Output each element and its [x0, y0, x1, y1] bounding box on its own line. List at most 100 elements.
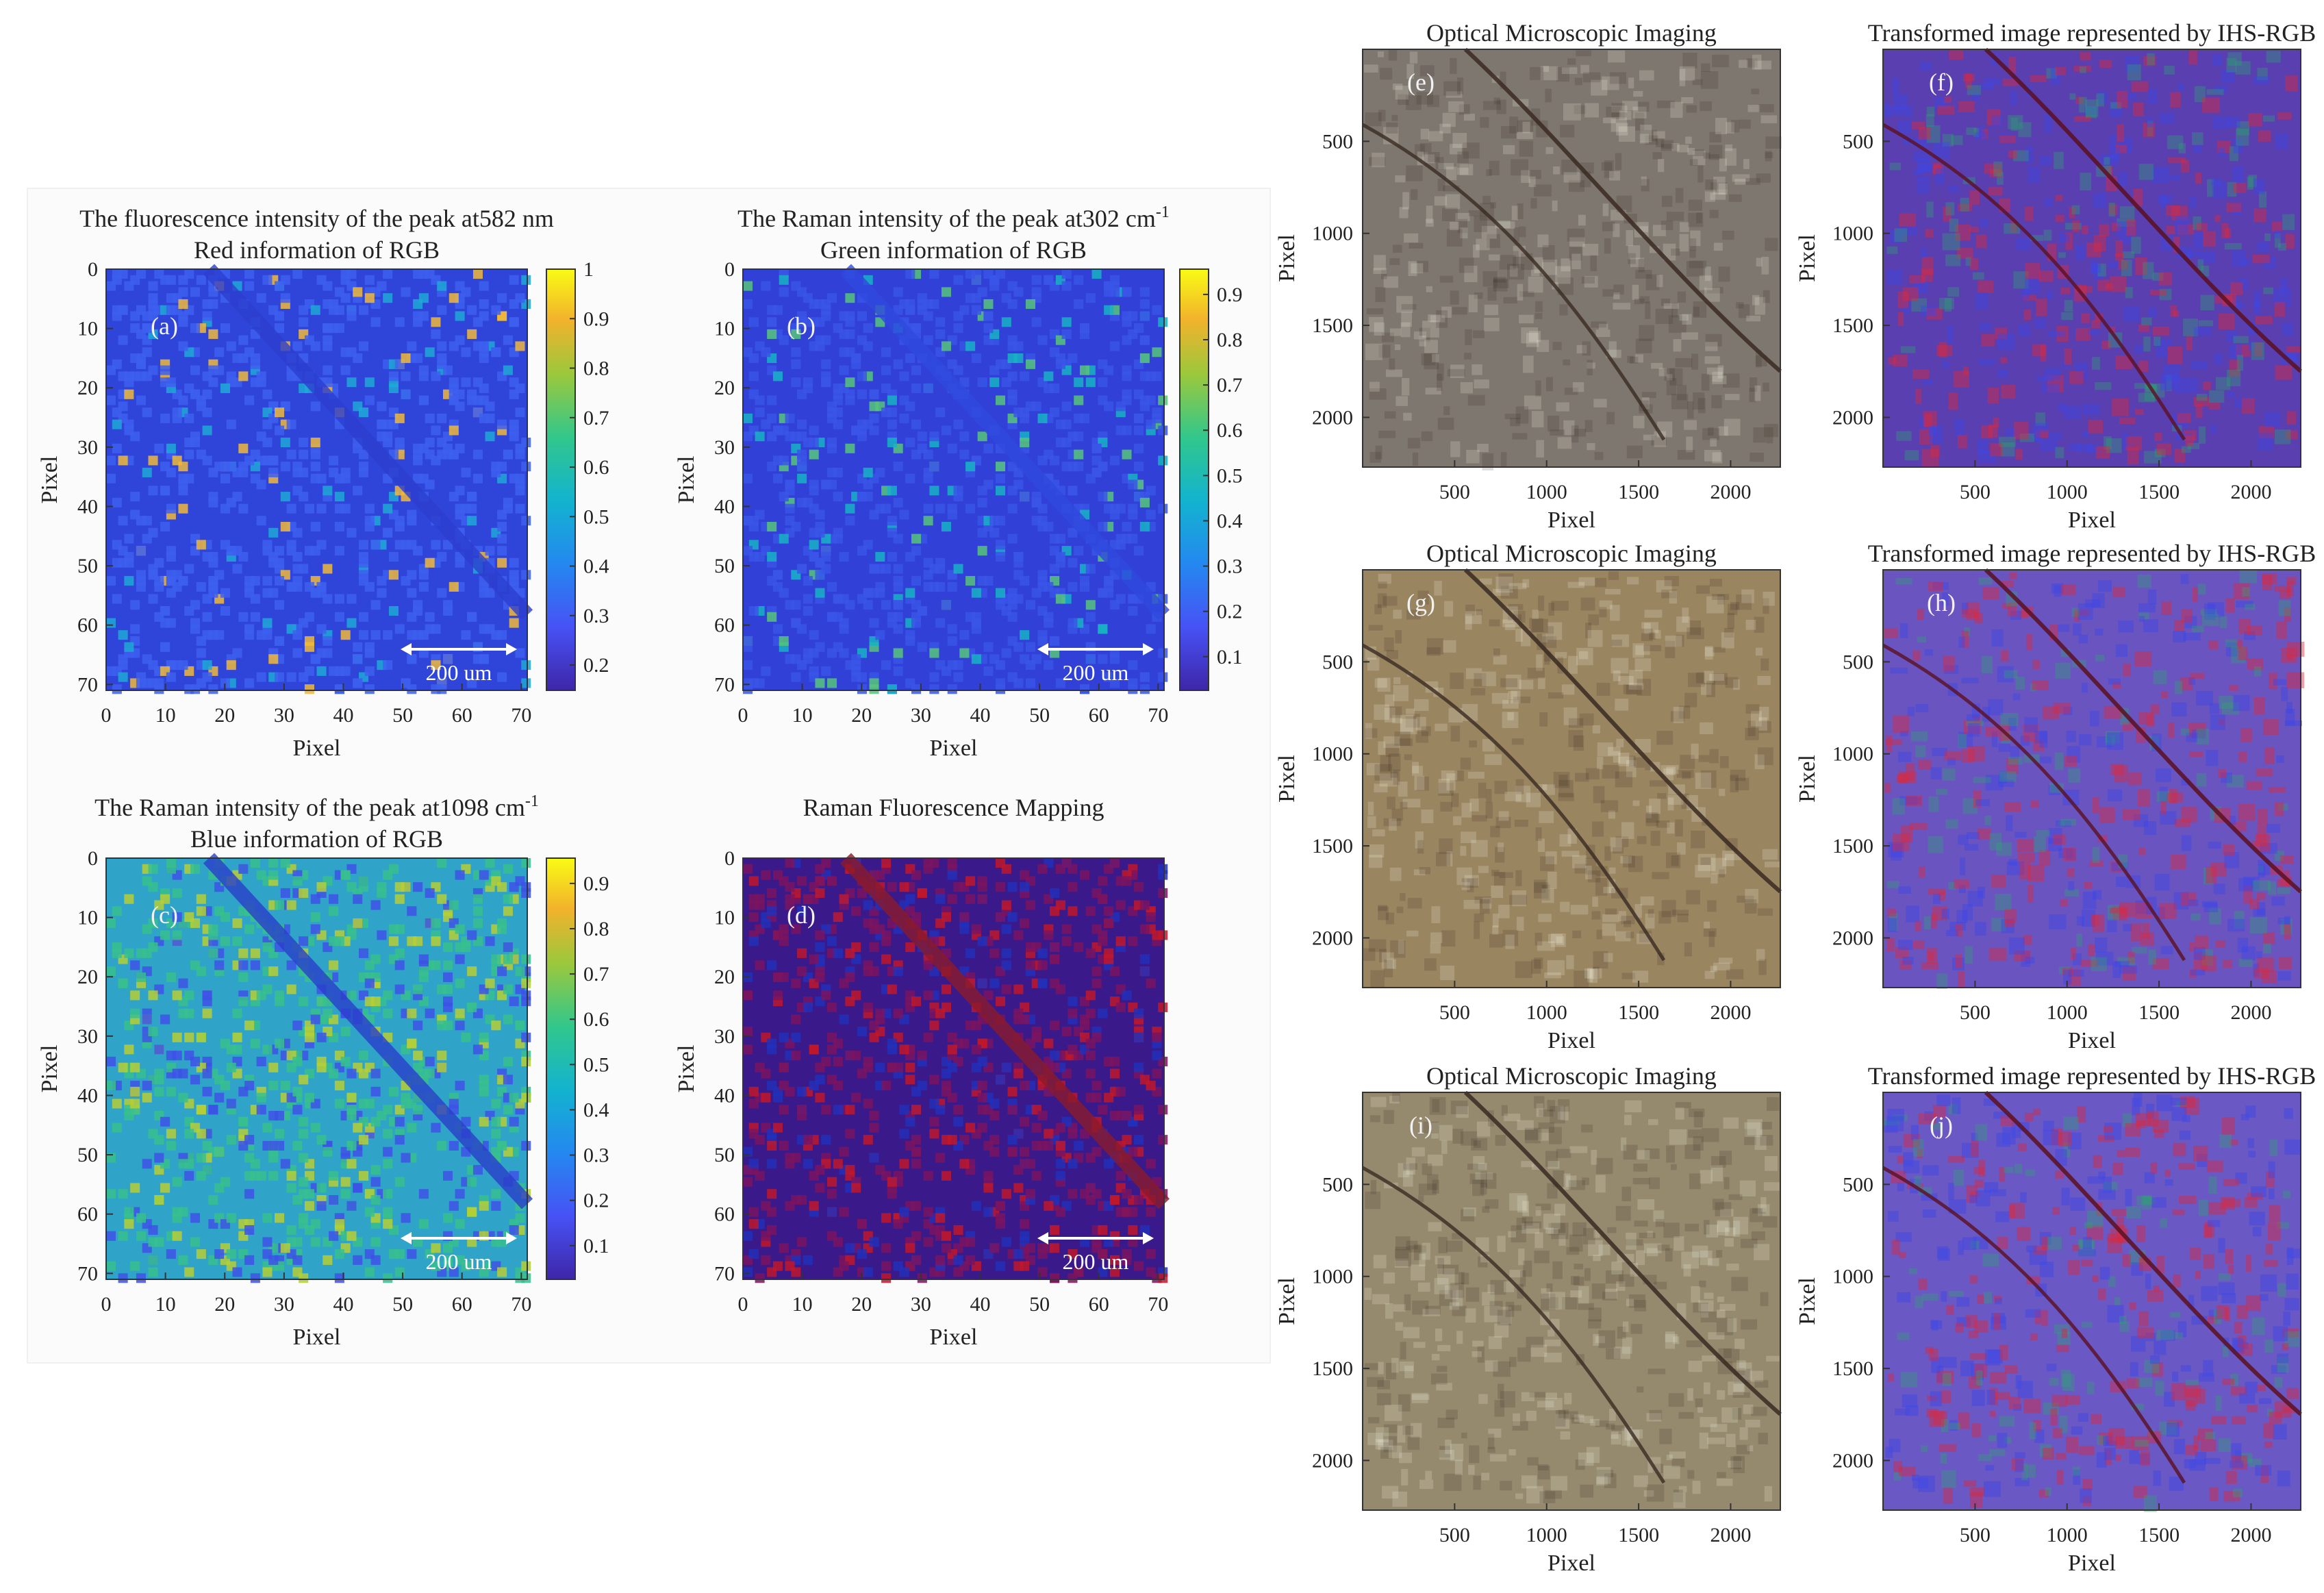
image-texture-blob [1563, 359, 1571, 366]
image-texture-blob [2254, 76, 2270, 84]
map-texture-cell [425, 347, 435, 358]
image-texture-blob [1602, 76, 1619, 90]
map-texture-cell [472, 1044, 483, 1055]
map-texture-cell [1098, 894, 1108, 904]
map-texture-cell [779, 636, 789, 646]
image-texture-blob [2159, 112, 2175, 124]
map-texture-cell [359, 341, 369, 351]
map-texture-cell [857, 389, 867, 399]
image-texture-blob [1938, 342, 1947, 358]
map-texture-cell [329, 960, 339, 970]
image-texture-blob [1671, 143, 1680, 151]
map-texture-cell [196, 906, 206, 916]
map-texture-cell [1139, 924, 1150, 934]
image-texture-blob [2109, 147, 2120, 160]
map-texture-cell [238, 864, 249, 874]
image-texture-blob [1369, 381, 1380, 392]
map-texture-cell [262, 1267, 273, 1277]
image-texture-blob [2173, 237, 2180, 253]
image-texture-blob [2093, 267, 2104, 280]
image-texture-blob [1951, 135, 1963, 145]
image-texture-blob [1628, 77, 1634, 88]
map-texture-cell [1104, 1092, 1114, 1103]
map-texture-cell [1068, 882, 1078, 892]
map-texture-cell [292, 527, 303, 538]
map-texture-cell [923, 1032, 933, 1042]
y-tick-label: 500 [1843, 130, 1873, 153]
map-texture-cell [845, 516, 855, 526]
image-texture-blob [1511, 159, 1528, 176]
colorbar-tick-label: 0.1 [1217, 646, 1243, 668]
image-texture-blob [1616, 123, 1628, 136]
image-texture-blob [1746, 58, 1758, 68]
map-texture-cell [232, 918, 242, 928]
image-texture-blob [2201, 97, 2220, 113]
x-tick-label: 10 [792, 704, 813, 727]
map-texture-cell [1037, 335, 1048, 345]
image-texture-blob [1630, 258, 1645, 267]
map-texture-cell [431, 1261, 441, 1271]
map-texture-cell [1074, 1140, 1084, 1151]
image-texture-blob [2174, 449, 2186, 463]
image-texture-blob [1623, 683, 1638, 694]
map-texture-cell [509, 557, 519, 568]
map-texture-cell [1020, 882, 1030, 892]
image-texture-blob [1553, 771, 1570, 788]
map-texture-cell [359, 570, 369, 580]
panel-c-fracture-band [203, 853, 533, 1209]
map-texture-cell [154, 1153, 164, 1163]
map-texture-cell [1050, 1273, 1060, 1283]
map-texture-cell [1061, 401, 1072, 412]
map-texture-cell [1122, 1255, 1132, 1265]
map-texture-cell [353, 287, 363, 297]
map-texture-cell [779, 1081, 789, 1091]
map-texture-cell [1085, 1008, 1096, 1018]
map-texture-cell [989, 1243, 1000, 1253]
image-texture-blob [2125, 56, 2139, 73]
map-texture-cell [112, 594, 122, 604]
map-texture-cell [1025, 678, 1035, 688]
map-texture-cell [803, 377, 813, 388]
image-texture-blob [1696, 585, 1710, 594]
map-texture-cell [996, 684, 1006, 694]
map-texture-cell [1122, 287, 1132, 297]
map-texture-cell [455, 978, 465, 988]
image-texture-blob [1437, 417, 1454, 430]
map-texture-cell [280, 1159, 290, 1169]
map-texture-cell [929, 269, 939, 279]
map-texture-cell [1139, 900, 1150, 910]
map-texture-cell [431, 624, 441, 634]
map-texture-cell [148, 1267, 158, 1277]
map-texture-cell [521, 570, 531, 580]
panel-b-xlabel: Pixel [930, 736, 978, 761]
map-texture-cell [244, 1020, 255, 1031]
image-texture-blob [1534, 879, 1546, 893]
image-texture-blob [2167, 135, 2184, 149]
map-texture-cell [905, 1116, 915, 1127]
map-texture-cell [815, 1165, 825, 1175]
map-texture-cell [491, 1129, 501, 1139]
x-tick-label: 20 [851, 1293, 872, 1316]
map-texture-cell [767, 1267, 777, 1277]
map-texture-cell [785, 654, 795, 664]
image-texture-blob [1761, 256, 1769, 275]
image-texture-blob [1385, 369, 1402, 377]
image-texture-blob [2097, 263, 2106, 277]
map-texture-cell [761, 281, 771, 291]
map-texture-cell [304, 666, 314, 676]
map-texture-cell [443, 1213, 453, 1223]
map-texture-cell [323, 636, 333, 646]
map-texture-cell [1109, 281, 1120, 291]
image-texture-blob [1534, 184, 1552, 197]
image-texture-blob [1465, 329, 1472, 346]
map-texture-cell [299, 1189, 309, 1199]
map-texture-cell [761, 666, 771, 676]
colorbar-tick-label: 0.4 [1217, 510, 1243, 532]
map-texture-cell [118, 516, 128, 526]
map-texture-cell [383, 503, 393, 514]
image-texture-blob [1369, 451, 1381, 463]
map-texture-cell [244, 269, 255, 279]
image-texture-blob [1926, 125, 1941, 143]
map-texture-cell [905, 353, 915, 364]
map-texture-cell [136, 948, 146, 958]
